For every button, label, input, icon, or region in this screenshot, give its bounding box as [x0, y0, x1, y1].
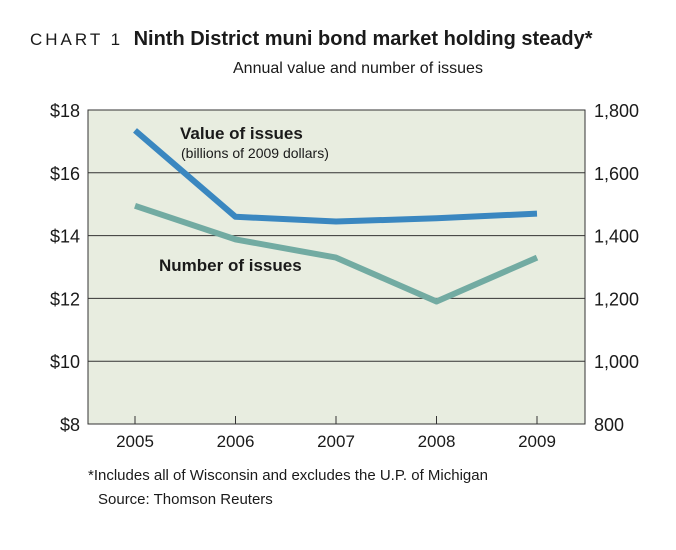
- chart-number-label: CHART 1: [30, 30, 124, 49]
- y-left-tick-label: $8: [60, 415, 80, 435]
- y-left-tick-label: $10: [50, 352, 80, 372]
- x-tick-label: 2008: [418, 432, 456, 451]
- y-right-tick-label: 800: [594, 415, 624, 435]
- y-right-tick-label: 1,200: [594, 289, 639, 309]
- y-right-tick-label: 1,600: [594, 164, 639, 184]
- series-sublabel-value: (billions of 2009 dollars): [181, 145, 329, 161]
- line-chart: $8 $10 $12 $14 $16 $18 800 1,000 1,200 1,400 1,600…: [50, 101, 639, 451]
- y-left-tick-label: $16: [50, 164, 80, 184]
- series-label-value: Value of issues: [180, 124, 303, 143]
- y-right-tick-label: 1,000: [594, 352, 639, 372]
- source-note: Source: Thomson Reuters: [98, 491, 273, 508]
- chart-title-row: CHART 1 Ninth District muni bond market …: [30, 28, 593, 51]
- x-tick-label: 2006: [217, 432, 255, 451]
- y-right-tick-label: 1,400: [594, 227, 639, 247]
- series-label-count: Number of issues: [159, 256, 302, 275]
- y-right-tick-label: 1,800: [594, 101, 639, 121]
- y-left-tick-label: $12: [50, 289, 80, 309]
- x-tick-label: 2007: [317, 432, 355, 451]
- x-tick-label: 2005: [116, 432, 154, 451]
- footnote: *Includes all of Wisconsin and excludes …: [88, 467, 488, 484]
- y-left-tick-label: $14: [50, 227, 80, 247]
- y-left-tick-label: $18: [50, 101, 80, 121]
- chart-title: Ninth District muni bond market holding …: [133, 28, 593, 50]
- x-tick-label: 2009: [518, 432, 556, 451]
- chart-subtitle: Annual value and number of issues: [233, 60, 483, 77]
